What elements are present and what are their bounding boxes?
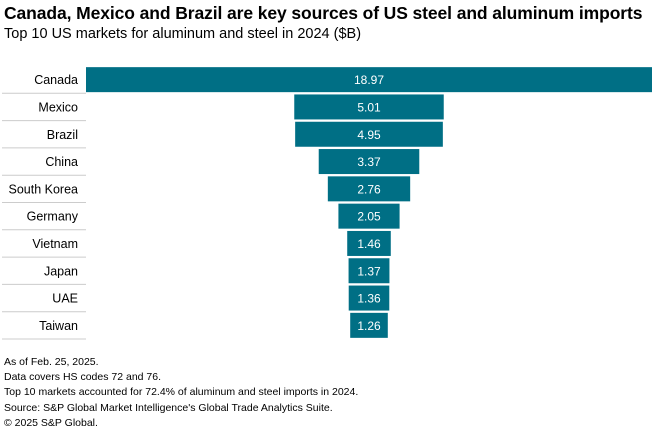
footnote-date: As of Feb. 25, 2025.	[4, 356, 99, 368]
category-label: Brazil	[47, 128, 78, 142]
category-label: Germany	[27, 210, 79, 224]
category-label: Mexico	[38, 100, 78, 114]
category-label: UAE	[52, 292, 78, 306]
value-label: 3.37	[357, 155, 381, 169]
category-label: Taiwan	[39, 319, 78, 333]
category-label: Canada	[34, 73, 78, 87]
footnote-hs-codes: Data covers HS codes 72 and 76.	[4, 371, 162, 384]
value-label: 18.97	[354, 73, 384, 87]
value-label: 4.95	[357, 128, 381, 142]
bar	[348, 285, 390, 311]
footnote-source: Source: S&P Global Market Intelligence's…	[4, 401, 333, 414]
bar	[327, 176, 411, 202]
bar	[318, 149, 420, 175]
bar	[350, 312, 388, 338]
bar	[86, 67, 652, 93]
category-label: Vietnam	[32, 237, 78, 251]
bar	[348, 258, 390, 284]
value-label: 1.36	[357, 292, 381, 306]
bar	[295, 121, 443, 147]
value-label: 1.46	[357, 237, 381, 251]
footnote-copyright: © 2025 S&P Global.	[4, 416, 98, 429]
category-label: China	[45, 155, 78, 169]
value-label: 1.37	[357, 264, 381, 278]
value-label: 1.26	[357, 319, 381, 333]
bar	[294, 94, 444, 120]
footnotes: As of Feb. 25, 2025. Data covers HS code…	[4, 355, 358, 431]
funnel-bar-chart: Canada 18.97 Mexico 5.01 Brazil 4.95 China 3.37…	[2, 67, 652, 340]
chart-title: Canada, Mexico and Brazil are key source…	[4, 3, 643, 23]
footnote-share: Top 10 markets accounted for 72.4% of al…	[4, 386, 359, 399]
bar	[338, 203, 400, 229]
category-label: Japan	[44, 264, 78, 278]
bar	[347, 230, 391, 256]
value-label: 5.01	[357, 100, 381, 114]
value-label: 2.05	[357, 210, 381, 224]
value-label: 2.76	[357, 182, 381, 196]
chart-subtitle: Top 10 US markets for aluminum and steel…	[4, 26, 362, 42]
category-label: South Korea	[9, 182, 79, 196]
